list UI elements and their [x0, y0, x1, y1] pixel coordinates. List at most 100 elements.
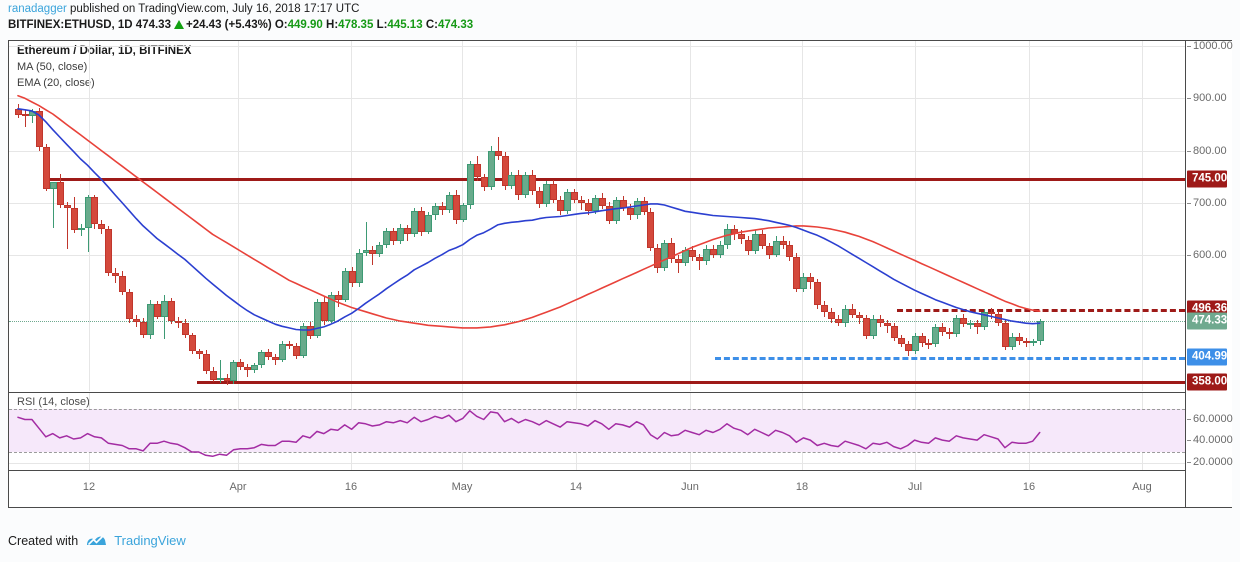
candle-body[interactable] — [911, 335, 919, 352]
candle-body[interactable] — [459, 204, 467, 220]
candle-body[interactable] — [223, 377, 231, 381]
candle-body[interactable] — [536, 191, 544, 204]
candle-body[interactable] — [703, 248, 711, 262]
candle-body[interactable] — [897, 337, 905, 345]
ma-legend[interactable]: MA (50, close) — [17, 61, 88, 73]
candle-body[interactable] — [577, 199, 585, 203]
candle-body[interactable] — [974, 323, 982, 328]
candle-body[interactable] — [418, 211, 426, 233]
candle-body[interactable] — [1022, 340, 1030, 344]
price-level-line[interactable] — [896, 309, 1185, 313]
candle-body[interactable] — [1015, 336, 1023, 341]
candle-body[interactable] — [946, 331, 954, 334]
candle-body[interactable] — [855, 314, 863, 318]
price-level-line[interactable] — [714, 357, 1185, 361]
candle-body[interactable] — [835, 319, 843, 324]
candle-body[interactable] — [35, 110, 43, 148]
price-level-label[interactable]: 745.00 — [1187, 170, 1227, 188]
candle-body[interactable] — [786, 244, 794, 258]
candle-body[interactable] — [772, 240, 780, 256]
candle-body[interactable] — [814, 282, 822, 306]
candle-body[interactable] — [960, 317, 968, 325]
candle-body[interactable] — [633, 200, 641, 216]
candle-body[interactable] — [272, 356, 280, 360]
candle-body[interactable] — [1036, 321, 1044, 341]
candle-body[interactable] — [438, 206, 446, 211]
candle-body[interactable] — [1001, 323, 1009, 348]
candle-body[interactable] — [619, 199, 627, 209]
candle-body[interactable] — [862, 317, 870, 336]
candle-body[interactable] — [654, 247, 662, 268]
candle-body[interactable] — [362, 249, 370, 254]
candle-body[interactable] — [494, 150, 502, 156]
candle-body[interactable] — [77, 228, 85, 231]
candle-body[interactable] — [967, 323, 975, 326]
candle-body[interactable] — [160, 301, 168, 317]
candle-body[interactable] — [557, 199, 565, 212]
candle-body[interactable] — [425, 215, 433, 233]
rsi-legend[interactable]: RSI (14, close) — [17, 396, 90, 408]
candle-body[interactable] — [800, 277, 808, 289]
candle-body[interactable] — [939, 327, 947, 332]
candle-body[interactable] — [369, 249, 377, 255]
candle-body[interactable] — [327, 294, 335, 322]
candle-body[interactable] — [251, 365, 259, 371]
candle-body[interactable] — [286, 344, 294, 347]
candle-body[interactable] — [188, 334, 196, 352]
candle-body[interactable] — [529, 174, 537, 192]
candle-body[interactable] — [209, 371, 217, 380]
candle-body[interactable] — [675, 259, 683, 263]
candle-body[interactable] — [883, 323, 891, 327]
candle-body[interactable] — [49, 181, 57, 190]
candle-body[interactable] — [432, 206, 439, 216]
candle-body[interactable] — [119, 276, 127, 292]
candle-body[interactable] — [793, 257, 801, 289]
candle-body[interactable] — [341, 270, 349, 301]
price-level-line[interactable] — [197, 380, 1185, 384]
candle-body[interactable] — [181, 323, 189, 335]
candle-body[interactable] — [487, 150, 495, 188]
candle-body[interactable] — [543, 184, 551, 204]
candle-body[interactable] — [918, 335, 926, 344]
candle-body[interactable] — [737, 234, 745, 240]
candle-body[interactable] — [876, 319, 884, 324]
candle-body[interactable] — [258, 352, 266, 366]
tradingview-brand[interactable]: TradingView — [114, 533, 186, 548]
candle-body[interactable] — [953, 317, 961, 334]
candle-body[interactable] — [925, 343, 933, 346]
candle-body[interactable] — [167, 301, 175, 322]
symbol-label[interactable]: BITFINEX:ETHUSD, 1D — [8, 19, 133, 31]
candle-body[interactable] — [696, 257, 704, 262]
candle-body[interactable] — [244, 367, 252, 371]
candle-body[interactable] — [202, 353, 210, 372]
candle-body[interactable] — [723, 229, 731, 245]
candle-body[interactable] — [334, 294, 342, 301]
candle-body[interactable] — [397, 228, 405, 241]
rsi-pane[interactable]: RSI (14, close) — [9, 392, 1185, 470]
candle-body[interactable] — [293, 346, 300, 356]
price-pane[interactable]: Ethereum / Dollar, 1D, BITFINEX MA (50, … — [9, 41, 1185, 391]
candle-body[interactable] — [147, 304, 155, 335]
candle-body[interactable] — [647, 212, 655, 248]
candle-body[interactable] — [807, 277, 815, 283]
candle-body[interactable] — [348, 270, 356, 284]
candle-body[interactable] — [1008, 336, 1016, 348]
candle-body[interactable] — [501, 155, 509, 187]
candle-body[interactable] — [591, 197, 599, 212]
chart-frame[interactable]: Ethereum / Dollar, 1D, BITFINEX MA (50, … — [8, 40, 1233, 508]
candle-body[interactable] — [751, 234, 759, 251]
candle-body[interactable] — [133, 319, 141, 323]
candle-body[interactable] — [988, 311, 995, 314]
candle-body[interactable] — [28, 110, 36, 117]
author-name[interactable]: ranadagger — [8, 3, 67, 15]
candle-body[interactable] — [640, 200, 648, 213]
candle-body[interactable] — [904, 344, 912, 352]
candle-body[interactable] — [716, 244, 724, 256]
candle-body[interactable] — [508, 174, 516, 187]
ema-legend[interactable]: EMA (20, close) — [17, 77, 95, 89]
candle-body[interactable] — [584, 202, 592, 212]
candle-body[interactable] — [320, 302, 328, 322]
candle-body[interactable] — [42, 147, 50, 190]
candle-body[interactable] — [174, 321, 182, 324]
candle-body[interactable] — [84, 196, 92, 228]
